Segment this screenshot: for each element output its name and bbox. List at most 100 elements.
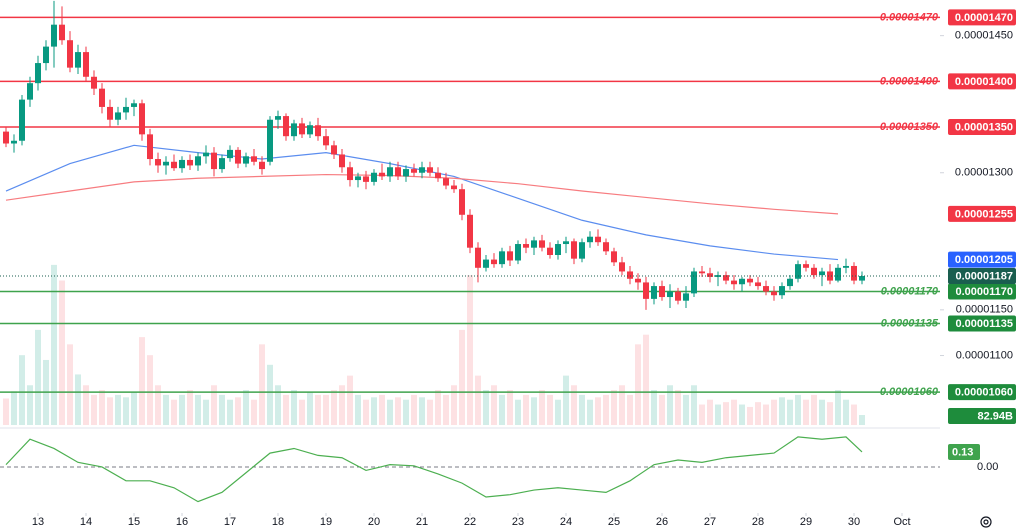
candle-body <box>211 152 217 170</box>
candle-body <box>155 159 161 166</box>
candle-body <box>579 242 585 259</box>
level-box <box>948 9 1016 26</box>
volume-bar <box>35 329 41 425</box>
candle-body <box>755 282 761 287</box>
x-tick-label: 20 <box>368 516 380 528</box>
candle-body <box>259 161 265 170</box>
volume-bar <box>531 397 537 425</box>
volume-bar <box>59 280 65 425</box>
candle-body <box>347 167 353 181</box>
candle-body <box>251 156 257 162</box>
level-box <box>948 283 1016 300</box>
candle-body <box>3 131 9 144</box>
y-tick-label: 0.00001300 <box>955 167 1013 179</box>
volume-bar <box>323 394 329 425</box>
candle-body <box>787 278 793 287</box>
volume-bar <box>107 397 113 425</box>
volume-bar <box>203 399 209 425</box>
volume-bar <box>123 397 129 425</box>
volume-bar <box>419 397 425 425</box>
candle-body <box>627 271 633 279</box>
candle-body <box>675 291 681 301</box>
candle-body <box>195 156 201 166</box>
candle-body <box>763 286 769 292</box>
volume-bar <box>235 397 241 425</box>
last-price-box <box>948 268 1016 285</box>
volume-bar <box>755 402 761 425</box>
volume-bar <box>459 329 465 425</box>
volume-bar <box>635 344 641 425</box>
indicator-tick-label: 0.00 <box>977 461 998 473</box>
x-tick-label: 15 <box>128 516 140 528</box>
volume-bar <box>211 385 217 425</box>
candle-body <box>331 145 337 155</box>
candle-body <box>163 161 169 166</box>
volume-bar <box>731 399 737 425</box>
candle-body <box>11 140 17 144</box>
candle-body <box>219 158 225 170</box>
volume-bar <box>67 344 73 425</box>
volume-bar <box>547 394 553 425</box>
candle-body <box>139 103 145 135</box>
volume-bar <box>187 390 193 425</box>
level-label: 0.00001400 <box>955 76 1013 88</box>
volume-bar <box>715 404 721 425</box>
volume-bar <box>115 394 121 425</box>
candle-body <box>19 99 25 141</box>
candle-body <box>355 176 361 181</box>
candle-body <box>435 172 441 179</box>
volume-bar <box>155 385 161 425</box>
volume-bar <box>443 394 449 425</box>
candle-body <box>619 262 625 272</box>
x-tick-label: 28 <box>752 516 764 528</box>
candle-body <box>27 83 33 100</box>
candle-body <box>795 264 801 279</box>
x-tick-label: 13 <box>32 516 44 528</box>
volume-bar <box>139 337 145 425</box>
level-label: 0.00001350 <box>955 121 1013 133</box>
candle-body <box>115 112 121 120</box>
candle-body <box>683 293 689 301</box>
volume-bar <box>819 399 825 425</box>
volume-bar <box>603 394 609 425</box>
candle-body <box>43 46 49 64</box>
candle-body <box>403 169 409 177</box>
volume-bar <box>771 399 777 425</box>
candle-body <box>491 259 497 265</box>
candle-body <box>715 275 721 277</box>
candle-body <box>563 241 569 245</box>
volume-bar <box>387 399 393 425</box>
volume-bar <box>11 391 17 425</box>
candle-body <box>659 286 665 298</box>
candle-body <box>667 291 673 298</box>
volume-bar <box>579 394 585 425</box>
volume-bar <box>27 385 33 425</box>
volume-bar <box>427 399 433 425</box>
volume-bar <box>851 404 857 425</box>
volume-bar <box>707 399 713 425</box>
candle-body <box>523 244 529 248</box>
candle-body <box>555 244 561 255</box>
candle-body <box>387 167 393 177</box>
candle-body <box>779 286 785 296</box>
candle-body <box>691 271 697 294</box>
candle-body <box>811 267 817 276</box>
x-tick-label: 19 <box>320 516 332 528</box>
volume-bar <box>571 385 577 425</box>
volume-bar <box>611 390 617 425</box>
candle-body <box>91 76 97 89</box>
candle-body <box>643 282 649 299</box>
volume-bar <box>91 394 97 425</box>
volume-bar <box>555 399 561 425</box>
volume-bar <box>691 385 697 425</box>
settings-icon[interactable] <box>980 516 992 528</box>
candle-body <box>267 119 273 162</box>
candle-body <box>171 161 177 169</box>
candle-body <box>475 247 481 268</box>
candle-body <box>67 40 73 68</box>
volume-bar <box>179 394 185 425</box>
volume-bar <box>523 394 529 425</box>
candle-body <box>739 278 745 285</box>
candle-body <box>467 214 473 248</box>
